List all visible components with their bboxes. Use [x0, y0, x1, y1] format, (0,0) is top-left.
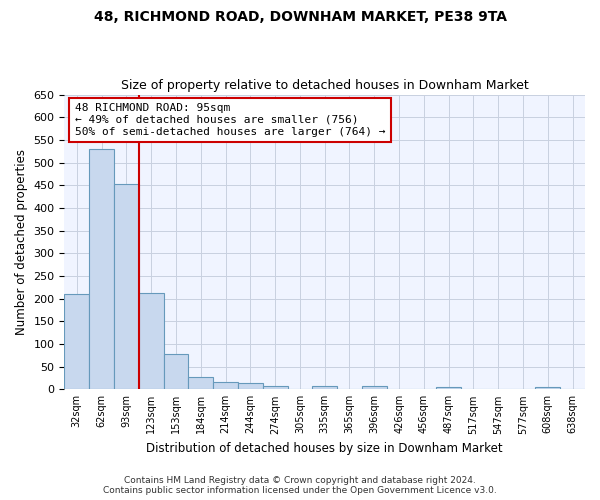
Bar: [362, 386, 386, 390]
Bar: [64, 294, 89, 390]
Bar: [114, 184, 139, 390]
Bar: [238, 384, 263, 390]
Bar: [89, 149, 114, 390]
Bar: [164, 354, 188, 390]
Bar: [188, 376, 213, 390]
Bar: [535, 386, 560, 390]
Bar: [263, 386, 287, 390]
Bar: [313, 386, 337, 390]
X-axis label: Distribution of detached houses by size in Downham Market: Distribution of detached houses by size …: [146, 442, 503, 455]
Text: 48, RICHMOND ROAD, DOWNHAM MARKET, PE38 9TA: 48, RICHMOND ROAD, DOWNHAM MARKET, PE38 …: [94, 10, 506, 24]
Bar: [139, 292, 164, 390]
Text: Contains HM Land Registry data © Crown copyright and database right 2024.
Contai: Contains HM Land Registry data © Crown c…: [103, 476, 497, 495]
Title: Size of property relative to detached houses in Downham Market: Size of property relative to detached ho…: [121, 79, 529, 92]
Bar: [213, 382, 238, 390]
Y-axis label: Number of detached properties: Number of detached properties: [15, 149, 28, 335]
Bar: [436, 386, 461, 390]
Text: 48 RICHMOND ROAD: 95sqm
← 49% of detached houses are smaller (756)
50% of semi-d: 48 RICHMOND ROAD: 95sqm ← 49% of detache…: [75, 104, 385, 136]
